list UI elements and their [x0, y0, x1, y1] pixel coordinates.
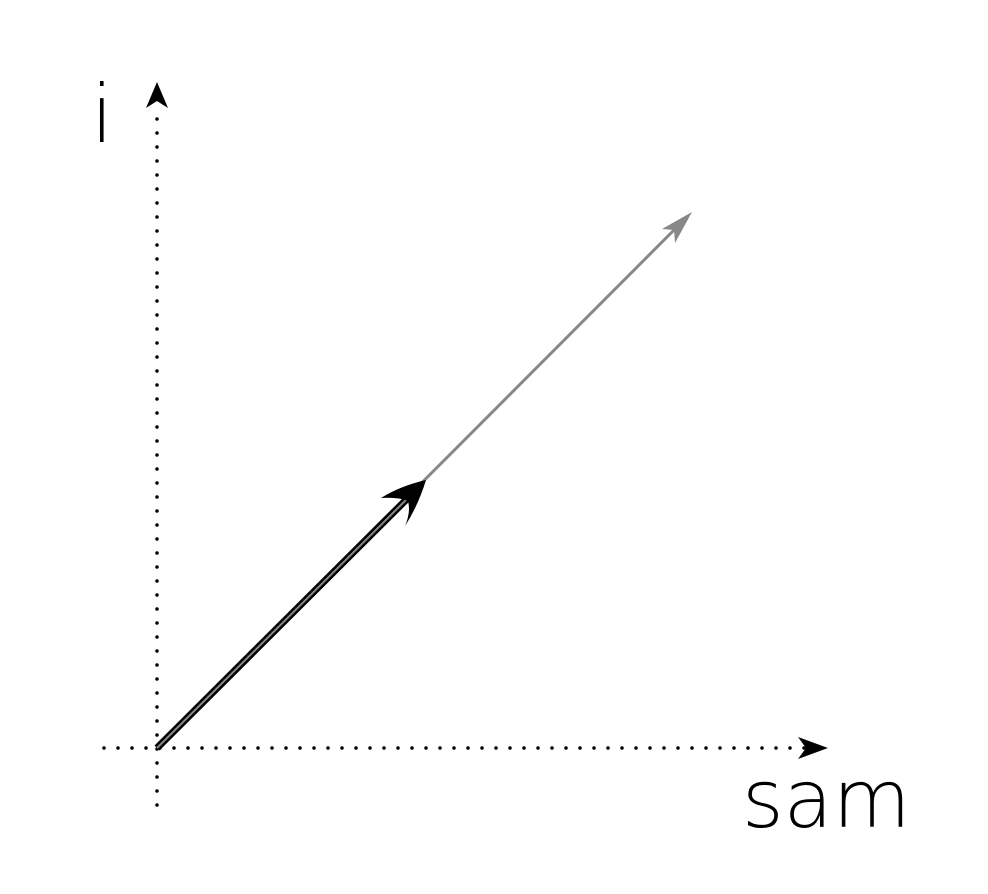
- x-axis-label: sam: [742, 753, 911, 846]
- short-vector-core: [156, 485, 421, 749]
- x-axis-arrowhead: [798, 737, 828, 759]
- y-axis-arrowhead: [146, 82, 168, 108]
- long-vector-arrowhead: [662, 212, 692, 243]
- y-axis-label: i: [91, 68, 113, 161]
- short-vector-arrowhead: [381, 480, 426, 526]
